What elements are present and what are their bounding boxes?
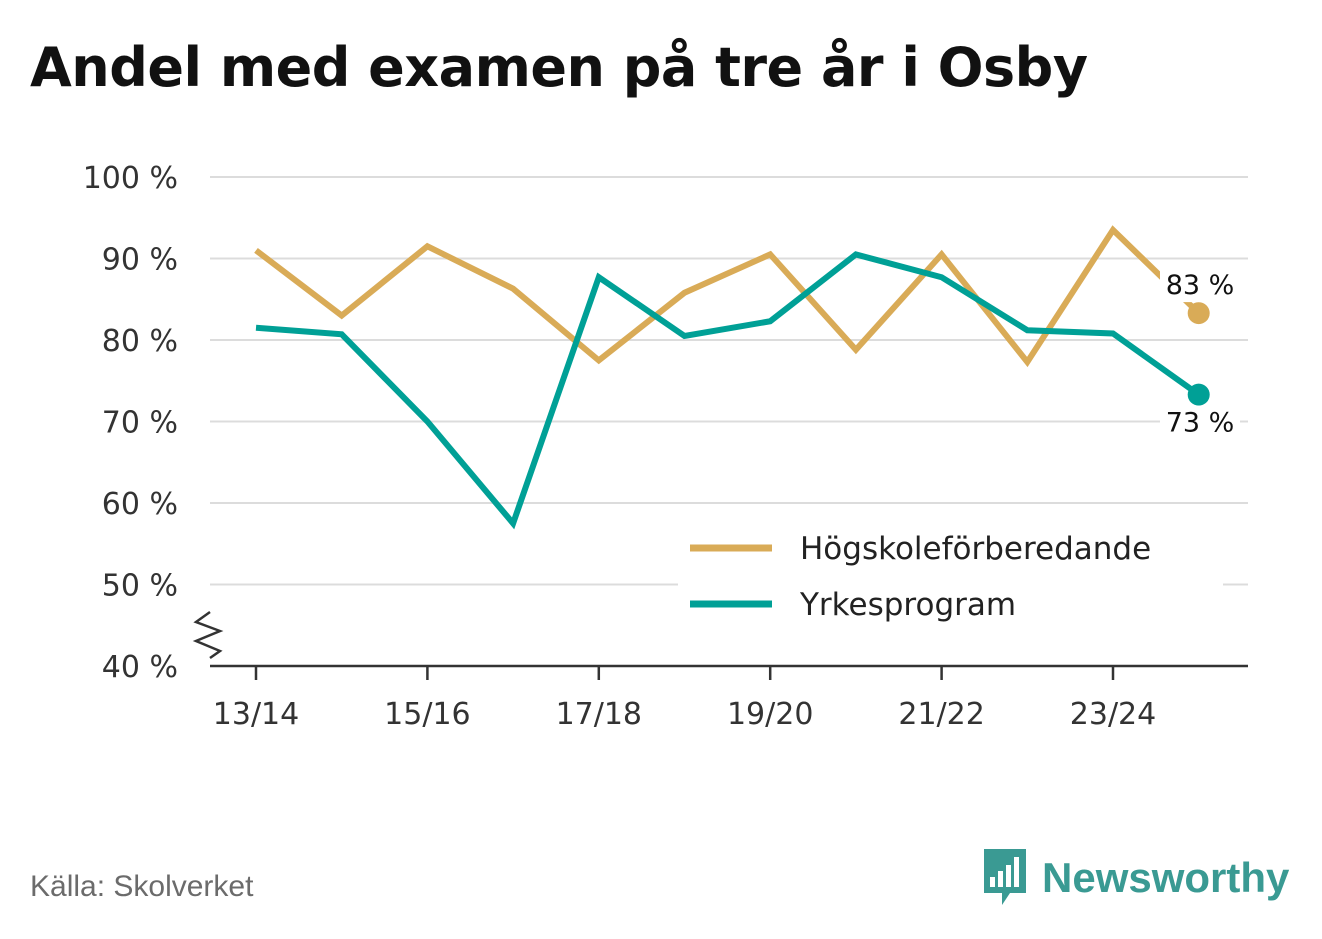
end-label: 73 % — [1166, 408, 1235, 439]
x-axis: 13/14 15/16 17/18 19/20 21/22 23/24 — [210, 664, 1248, 732]
x-tick-label: 21/22 — [898, 697, 984, 732]
end-label: 83 % — [1166, 270, 1235, 301]
series-line — [255, 251, 1201, 530]
y-tick-label: 100 % — [83, 161, 178, 196]
y-tick-label: 40 % — [102, 650, 178, 685]
end-label-background — [1160, 268, 1240, 303]
x-tick-label: 15/16 — [384, 697, 470, 732]
y-tick-label: 90 % — [102, 243, 178, 278]
brand-logo[interactable]: Newsworthy — [980, 848, 1289, 908]
series-lines — [254, 225, 1201, 530]
legend-label: Högskoleförberedande — [800, 531, 1151, 567]
end-labels: 83 % 73 % — [1160, 268, 1240, 440]
x-tick-label: 13/14 — [213, 697, 299, 732]
x-tick-label: 17/18 — [556, 697, 642, 732]
legend-background — [678, 520, 1223, 632]
y-tick-label: 60 % — [102, 487, 178, 522]
legend: Högskoleförberedande Yrkesprogram — [678, 520, 1223, 632]
chart-title: Andel med examen på tre år i Osby — [30, 36, 1088, 99]
legend-label: Yrkesprogram — [799, 587, 1016, 623]
end-point — [1187, 383, 1210, 406]
y-axis-ticks: 40 % 50 % 60 % 70 % 80 % 90 % 100 % — [83, 161, 224, 685]
y-tick-label: 80 % — [102, 324, 178, 359]
end-label-background — [1160, 405, 1240, 440]
axis-break-icon — [192, 610, 224, 660]
grid-lines — [210, 176, 1248, 586]
brand-name: Newsworthy — [1042, 854, 1290, 901]
x-tick-label: 23/24 — [1070, 697, 1156, 732]
newsworthy-logo-icon — [984, 849, 1026, 905]
y-tick-label: 50 % — [102, 569, 178, 604]
y-tick-label: 70 % — [102, 406, 178, 441]
series-line — [254, 225, 1201, 368]
x-tick-label: 19/20 — [727, 697, 813, 732]
source-note: Källa: Skolverket — [30, 870, 254, 903]
end-point — [1187, 302, 1210, 325]
